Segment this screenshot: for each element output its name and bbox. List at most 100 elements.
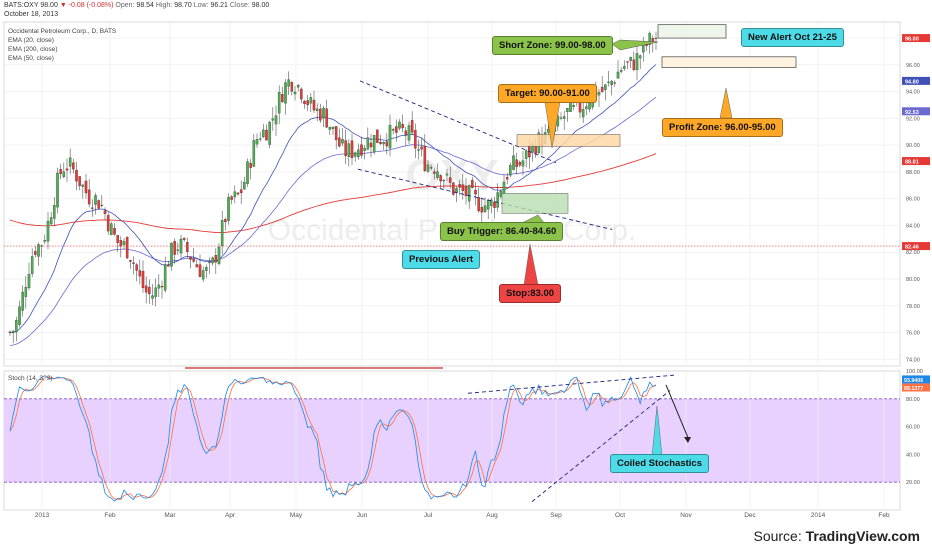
ema200-line (9, 153, 657, 234)
candle-up (566, 108, 569, 112)
candle-down (224, 219, 227, 223)
candle-up (512, 155, 515, 170)
candle-down (312, 99, 316, 111)
stoch-arrow-head (684, 437, 691, 443)
y-tick-label: 92.00 (906, 116, 920, 122)
price-tag-label: 82.46 (905, 245, 919, 251)
short-zone-box (657, 24, 727, 39)
candle-down (420, 146, 423, 150)
candle-down (265, 129, 268, 141)
y-tick-label: 74.00 (906, 357, 920, 363)
candle-down (132, 262, 135, 264)
candle-down (404, 130, 408, 136)
candle-down (429, 167, 433, 169)
candle-down (471, 180, 474, 188)
candle-up (268, 121, 271, 145)
candle-up (21, 291, 24, 311)
stoch-tick-label: 60.00 (906, 425, 920, 431)
price-change: ▼ -0.08 (-0.08%) (59, 2, 114, 9)
candle-up (445, 173, 449, 176)
price-tag-label: 92.53 (905, 110, 919, 116)
candle-up (68, 157, 72, 167)
stoch-tag-label: 93.9406 (904, 378, 923, 384)
stoch-tag (902, 375, 930, 384)
candle-up (201, 270, 205, 280)
candle-up (483, 205, 487, 213)
candle-up (293, 91, 297, 95)
candle-up (246, 161, 249, 184)
candle-down (186, 242, 189, 253)
candle-up (176, 249, 180, 251)
target-callout: Target: 90.00-91.00 (498, 84, 597, 103)
open-value: 98.54 (136, 2, 154, 9)
candle-up (372, 135, 376, 153)
candle-down (480, 207, 484, 213)
price-tag-label: 98.00 (905, 37, 919, 43)
candle-up (629, 56, 632, 61)
candle-down (306, 100, 309, 106)
candle-up (597, 92, 601, 96)
candle-up (43, 240, 47, 242)
candle-down (72, 162, 75, 170)
candle-down (433, 171, 436, 174)
candle-down (518, 162, 522, 166)
watermark-symbol: OXY (406, 151, 499, 200)
candle-up (37, 244, 40, 257)
close-value: 98.00 (251, 2, 270, 9)
short-zone-callout: Short Zone: 99.00-98.00 (492, 36, 613, 55)
candle-down (198, 264, 202, 277)
candle-up (163, 264, 167, 291)
candle-up (328, 126, 332, 130)
candle-up (436, 171, 439, 178)
candle-up (524, 150, 528, 159)
price-tag-label: 88.81 (905, 160, 919, 166)
candle-up (211, 257, 214, 264)
channel-upper (359, 80, 557, 163)
candle-down (334, 126, 338, 141)
candle-down (91, 207, 94, 209)
candle-down (290, 82, 294, 92)
buy-trigger-callout: Buy Trigger: 86.40-84.60 (440, 222, 564, 241)
candle-up (255, 139, 259, 145)
candle-down (87, 189, 91, 205)
open-label: Open: (115, 2, 135, 9)
x-tick-label: Mar (164, 512, 176, 519)
candle-up (110, 223, 113, 236)
price-tag (902, 107, 930, 116)
candle-up (94, 195, 97, 205)
candle-down (300, 88, 303, 100)
x-tick-label: Dec (744, 512, 756, 519)
candle-down (106, 215, 110, 232)
candle-down (8, 331, 12, 333)
candle-up (271, 118, 275, 121)
stoch-tick-label: 40.00 (906, 452, 920, 458)
candle-up (569, 101, 572, 112)
candle-up (610, 80, 613, 86)
new-alert-callout: New Alert Oct 21-25 (741, 28, 844, 47)
candle-up (521, 160, 525, 167)
candle-up (309, 97, 313, 104)
stoch-k-line (9, 375, 657, 502)
candle-down (129, 260, 132, 262)
stoch-tick-label: 100.00 (906, 369, 923, 375)
profit-zone-box (661, 56, 797, 68)
x-tick-label: 2013 (35, 512, 50, 519)
candle-up (581, 109, 585, 118)
stoch-tick-label: 80.00 (906, 397, 920, 403)
candle-down (410, 120, 414, 133)
candle-up (243, 181, 246, 190)
candle-down (379, 141, 382, 144)
ema200-legend: EMA (200, close) (8, 46, 58, 53)
candle-down (474, 189, 477, 195)
candle-down (632, 59, 636, 70)
candle-up (366, 137, 370, 150)
price-tag (902, 242, 930, 251)
profit-zone-callout: Profit Zone: 96.00-95.00 (662, 118, 783, 137)
candle-down (236, 192, 240, 195)
candle-up (62, 171, 66, 177)
candle-up (220, 220, 224, 246)
y-tick-label: 78.00 (906, 304, 920, 310)
candle-down (125, 237, 129, 259)
candle-down (303, 100, 306, 105)
candle-down (84, 180, 88, 194)
